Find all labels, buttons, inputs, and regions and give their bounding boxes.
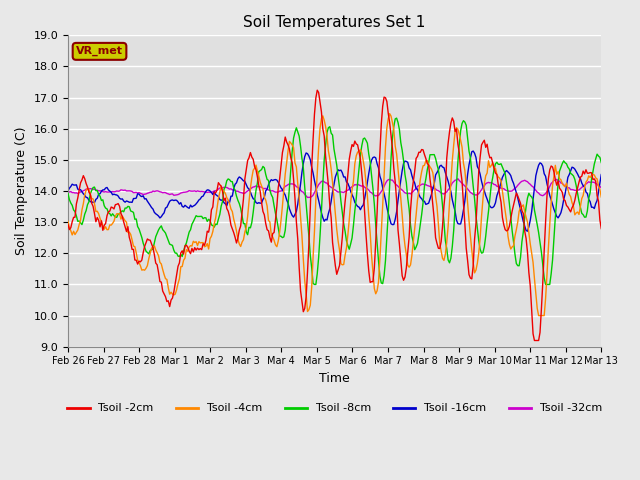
Text: VR_met: VR_met (76, 46, 123, 57)
X-axis label: Time: Time (319, 372, 350, 385)
Y-axis label: Soil Temperature (C): Soil Temperature (C) (15, 127, 28, 255)
Title: Soil Temperatures Set 1: Soil Temperatures Set 1 (243, 15, 426, 30)
Legend: Tsoil -2cm, Tsoil -4cm, Tsoil -8cm, Tsoil -16cm, Tsoil -32cm: Tsoil -2cm, Tsoil -4cm, Tsoil -8cm, Tsoi… (63, 399, 606, 418)
